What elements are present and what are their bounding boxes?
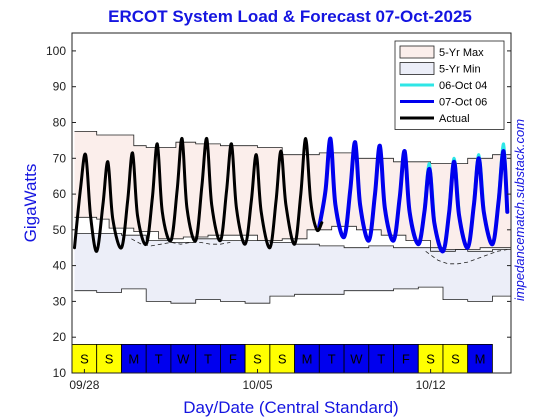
day-label: F [229,351,237,366]
y-tick-label: 80 [53,116,67,130]
day-label: S [426,351,435,366]
day-label: W [350,351,363,366]
plot-frame [71,32,512,374]
day-label: M [128,351,139,366]
day-label: M [302,351,313,366]
five-yr-min-band [74,233,511,304]
day-label: T [377,351,385,366]
day-label: F [402,351,410,366]
day-cell [145,343,172,374]
y-tick-label: 20 [53,330,67,344]
y-tick-label: 90 [53,80,67,94]
day-label: T [328,351,336,366]
y-axis-title: GigaWatts [21,164,40,243]
legend-label: Actual [439,113,470,125]
series-07-oct-06-line [317,136,510,254]
day-label: T [204,351,212,366]
y-tick-label: 60 [53,187,67,201]
five-yr-max-lower-line [74,216,511,252]
day-label: S [451,351,460,366]
dashed-min-line [425,249,508,265]
day-cell [442,343,469,374]
x-tick-label: 09/28 [69,378,99,392]
chart-title: ERCOT System Load & Forecast 07-Oct-2025 [108,7,472,26]
day-label: T [155,351,163,366]
day-cell [417,343,444,374]
y-tick-label: 30 [53,294,67,308]
y-tick-label: 40 [53,259,67,273]
legend-label: 5-Yr Min [439,64,481,76]
y-tick-label: 70 [53,151,67,165]
y-tick-label: 100 [46,44,66,58]
y-tick-label: 50 [53,223,67,237]
credit-text: impedancematch.substack.com [512,119,527,301]
x-axis: 09/28 10/05 10/12 [69,369,446,392]
x-axis-title: Day/Date (Central Standard) [183,398,398,417]
day-cell [170,343,196,374]
series-actual-line [73,137,324,253]
legend-swatch [399,62,435,75]
legend-swatch [399,45,435,59]
day-label: W [177,351,190,366]
legend-label: 5-Yr Max [439,47,484,59]
day-label: S [80,351,89,366]
day-cell [294,343,320,374]
day-label: S [253,351,262,366]
five-yr-max-upper-line [74,130,511,165]
x-tick-label: 10/05 [242,378,272,392]
day-label: S [105,351,114,366]
day-cell [393,343,419,374]
day-label: S [278,351,287,366]
y-axis: 10 20 30 40 50 60 70 80 90 100 [46,44,511,380]
day-cell [318,343,345,374]
day-label: M [475,351,486,366]
day-cell [121,343,147,374]
series-layer [73,136,510,254]
legend: 5-Yr Max 5-Yr Min 06-Oct 04 07-Oct 06 Actual [394,40,505,130]
x-tick-label: 10/12 [416,378,446,392]
legend-label: 06-Oct 04 [439,80,487,92]
dashed-min-line [131,238,231,247]
legend-label: 07-Oct 06 [439,97,487,109]
y-tick-label: 10 [53,366,67,380]
day-cell [343,343,370,374]
five-yr-min-lower-line [74,286,511,304]
